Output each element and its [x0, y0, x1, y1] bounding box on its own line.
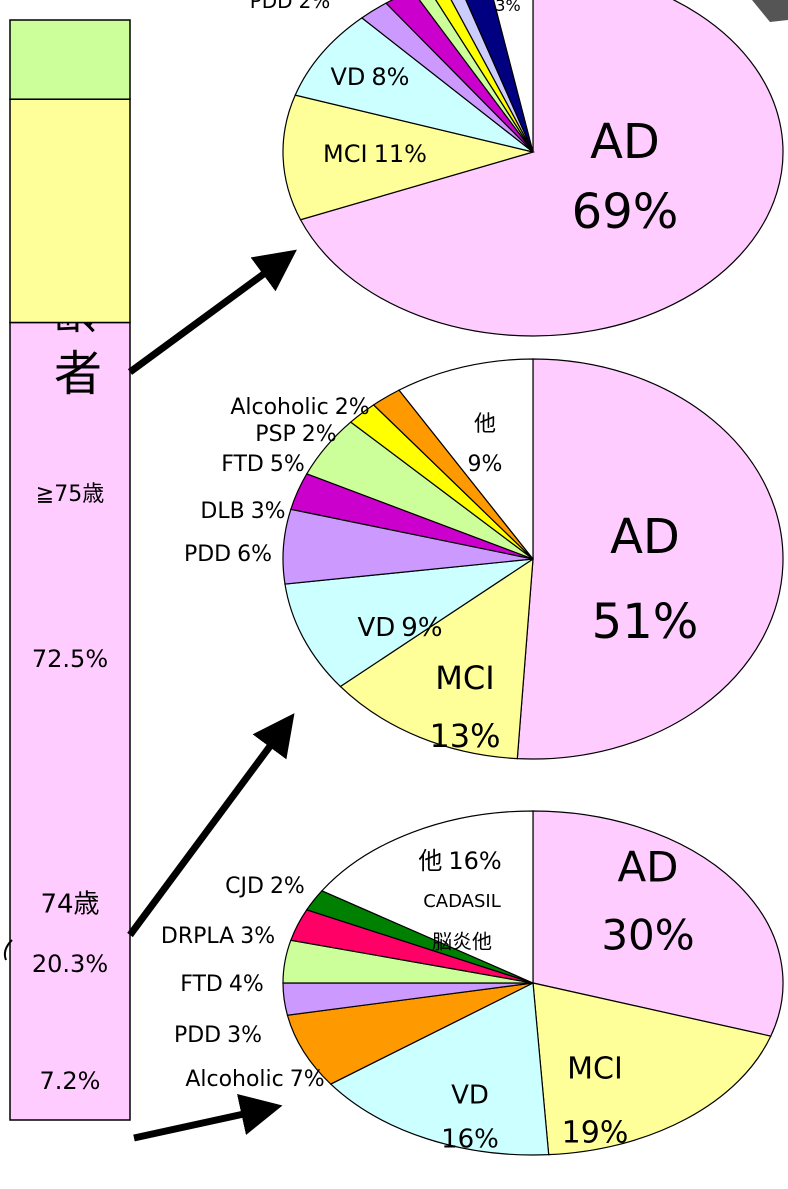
annotation: 脳炎他: [432, 930, 492, 954]
slice-category: MCI: [323, 140, 368, 168]
arrow: [130, 262, 280, 372]
slice-value-label: 11%: [374, 140, 427, 168]
slice-label: VD: [451, 1081, 489, 1111]
slice-value-label: 13%: [429, 717, 500, 755]
slice-label: DLB 3%: [200, 499, 285, 524]
slice-category: DRPLA: [161, 924, 234, 949]
segment-value-label: 7.2%: [40, 1067, 101, 1095]
slice-category: FTD: [180, 972, 223, 997]
segment-note: ≧75歳: [36, 482, 104, 507]
slice-value-label: 3%: [240, 924, 275, 949]
slice-value-label: 5%: [270, 452, 305, 477]
slice-label: MCI: [567, 1052, 623, 1087]
slice-value-label: 2%: [302, 422, 337, 447]
segment-label: 74歳: [40, 890, 99, 920]
slice-label: 他: [474, 412, 496, 437]
slice-category: FTD: [221, 452, 264, 477]
slice-value-label: 8%: [371, 63, 409, 91]
slice-category: PDD: [174, 1023, 221, 1048]
slice-value-label: 16%: [441, 1125, 499, 1155]
charts: 後期高齢者≧75歳72.5%74歳20.3%7.2%AD69%MCI11%VD8…: [10, 0, 783, 1155]
slice-value-label: 16%: [448, 847, 501, 875]
photo-corner: [752, 0, 788, 22]
slice-category: VD: [331, 63, 366, 91]
slice-value-label: 51%: [592, 594, 699, 650]
slice-label: PDD 2%: [250, 0, 331, 13]
slice-label: AD: [610, 509, 680, 565]
slice-label: MCI: [435, 659, 494, 697]
slice-value-label: 69%: [572, 184, 679, 240]
slice-category: PSP: [255, 422, 296, 447]
slice-category: 他: [418, 847, 442, 875]
slice-label: AD: [590, 114, 660, 170]
slice-value-label: 19%: [562, 1116, 629, 1151]
slice-value-label: 3%: [227, 1023, 262, 1048]
slice-label: 3%: [495, 0, 520, 15]
bar-segment: [10, 323, 130, 1121]
slice-category: VD: [357, 613, 395, 643]
slice-value-label: 2%: [335, 395, 370, 420]
slide: 後期高齢者≧75歳72.5%74歳20.3%7.2%AD69%MCI11%VD8…: [0, 0, 788, 1189]
segment-value-label: 72.5%: [32, 645, 108, 673]
slice-label: Alcoholic 7%: [185, 1067, 324, 1092]
arrows: [130, 262, 282, 1138]
slice-label: AD: [617, 843, 678, 892]
annotation: CADASIL: [423, 891, 501, 912]
arrow: [130, 730, 282, 935]
slice-category: DLB: [200, 499, 244, 524]
slice-category: PDD: [250, 0, 293, 13]
slice-value-label: 9%: [401, 613, 442, 643]
slice-label: Alcoholic 2%: [230, 395, 369, 420]
slice-value-label: 9%: [468, 452, 503, 477]
arrow: [134, 1110, 262, 1138]
slice-value-label: 3%: [495, 0, 520, 15]
slice-category: PDD: [184, 542, 231, 567]
slice-value-label: 3%: [251, 499, 286, 524]
slice-value-label: 7%: [290, 1067, 325, 1092]
bar-segment: [10, 99, 130, 322]
slice-value-label: 6%: [237, 542, 272, 567]
slice-value-label: 4%: [229, 972, 264, 997]
slice-category: Alcoholic: [185, 1067, 283, 1092]
slice-value-label: 2%: [299, 0, 331, 13]
slice-category: Alcoholic: [230, 395, 328, 420]
bar-segment: [10, 20, 130, 99]
slice-category: CJD: [225, 874, 264, 899]
slice-value-label: 30%: [601, 911, 694, 960]
slice-value-label: 2%: [270, 874, 305, 899]
segment-value-label: 20.3%: [32, 950, 108, 978]
